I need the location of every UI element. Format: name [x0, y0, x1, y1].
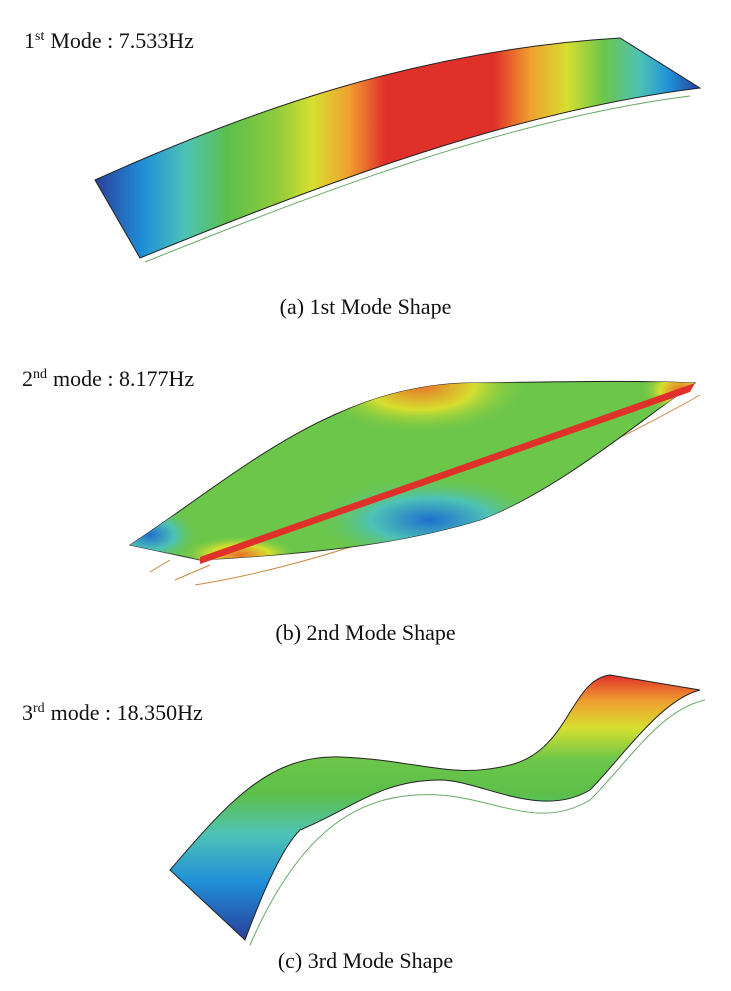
ordinal-suffix: rd	[33, 701, 45, 716]
ordinal-suffix: st	[35, 29, 45, 44]
mode-number: 1	[24, 28, 35, 53]
ordinal-suffix: nd	[33, 367, 47, 382]
caption: (a) 1st Mode Shape	[279, 294, 452, 319]
caption: (b) 2nd Mode Shape	[275, 620, 456, 645]
mode-frequency: mode : 8.177Hz	[53, 366, 195, 391]
mode-number: 2	[22, 366, 33, 391]
mode-label: 3rd mode : 18.350Hz	[22, 700, 203, 726]
mode-number: 3	[22, 700, 33, 725]
mode-label: 1st Mode : 7.533Hz	[24, 28, 194, 54]
mode-shape-3	[169, 674, 706, 946]
caption: (c) 3rd Mode Shape	[277, 948, 454, 973]
mode-label: 2nd mode : 8.177Hz	[22, 366, 194, 392]
mode-frequency: mode : 18.350Hz	[50, 700, 203, 725]
mode-shape-1	[94, 37, 702, 263]
mode-frequency: Mode : 7.533Hz	[50, 28, 194, 53]
